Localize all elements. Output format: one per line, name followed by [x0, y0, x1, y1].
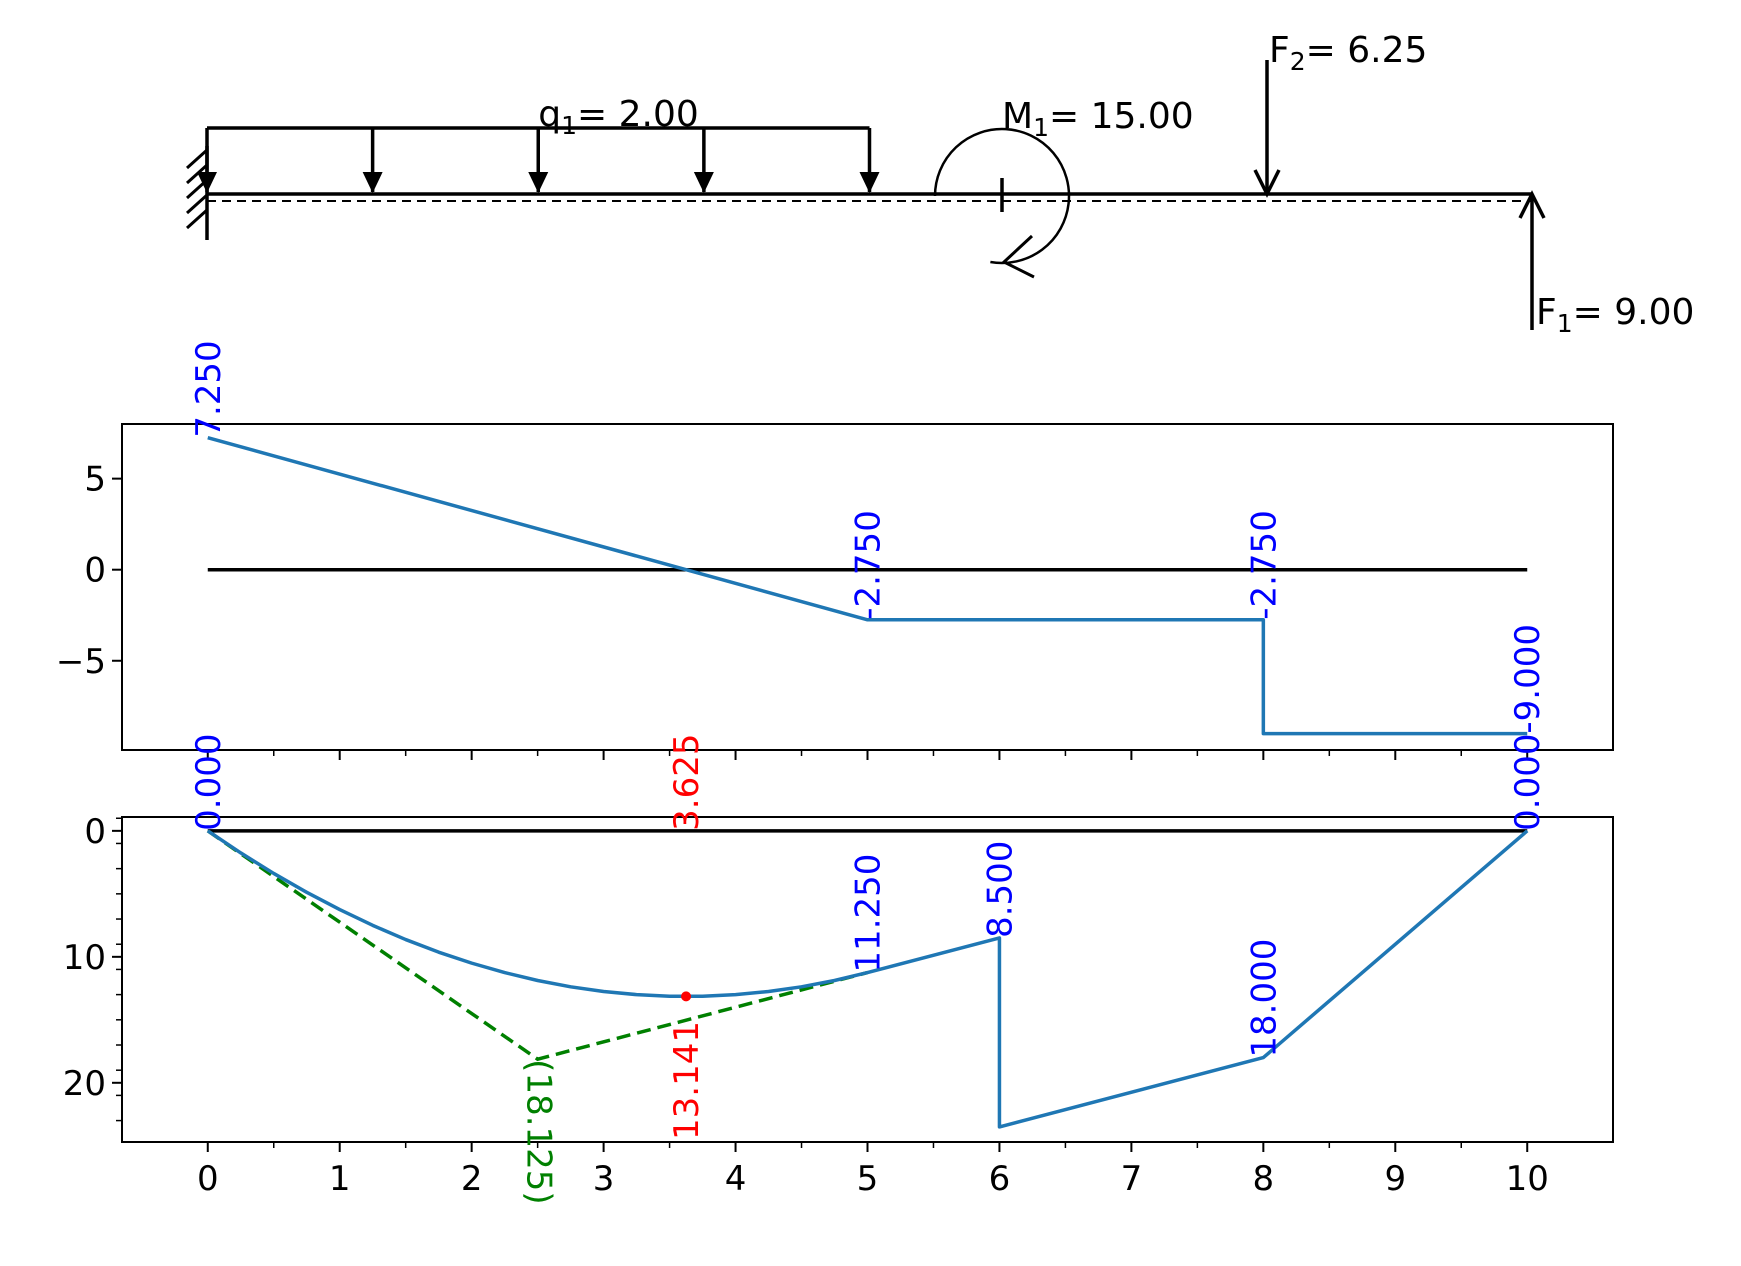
moment-label: M1= 15.00 [1002, 96, 1194, 142]
load-subscript: 1 [561, 111, 577, 140]
point-load-arrowhead [1518, 190, 1546, 219]
load-value: = 2.00 [577, 94, 699, 135]
point-load-label: F1= 9.00 [1536, 292, 1694, 338]
load-symbol: q [538, 94, 561, 135]
value-label: 13.141 [667, 1021, 707, 1140]
support-hatch [185, 148, 209, 170]
moment-subscript: 1 [1033, 113, 1049, 142]
value-label: 8.500 [980, 841, 1020, 938]
value-label: 0.000 [189, 734, 229, 831]
x-tick-label: 3 [593, 1159, 615, 1199]
value-label: 18.000 [1244, 939, 1284, 1058]
force-subscript: 1 [1557, 309, 1573, 338]
y-tick-label: 0 [84, 812, 106, 852]
x-tick-label: 10 [1506, 1159, 1549, 1199]
y-tick-label: 5 [84, 460, 106, 500]
x-tick-label: 6 [989, 1159, 1011, 1199]
value-label: -9.000 [1508, 624, 1548, 734]
distributed-load-arrowhead [859, 172, 880, 193]
value-label: 3.625 [667, 734, 707, 831]
support-hatch [185, 163, 209, 185]
x-tick-label: 8 [1253, 1159, 1275, 1199]
value-label: 7.250 [189, 340, 229, 437]
x-tick-label: 4 [725, 1159, 747, 1199]
distributed-load-label: q1= 2.00 [538, 94, 699, 140]
y-tick-label: 20 [63, 1064, 106, 1104]
value-label: 11.250 [849, 854, 889, 973]
extremum-marker [681, 991, 692, 1002]
force-subscript: 2 [1290, 47, 1306, 76]
moment-arc [933, 127, 1071, 265]
x-tick-label: 7 [1121, 1159, 1143, 1199]
x-tick-label: 0 [197, 1159, 219, 1199]
moment-arrowhead [1001, 234, 1035, 279]
distributed-load-arrowhead [197, 172, 217, 193]
value-label: -2.750 [1244, 510, 1284, 620]
value-label: (18.125) [519, 1059, 559, 1205]
force-symbol: F [1536, 292, 1557, 333]
x-tick-label: 9 [1384, 1159, 1406, 1199]
x-tick-label: 5 [857, 1159, 879, 1199]
y-tick-label: 0 [84, 551, 106, 591]
distributed-load-arrowhead [362, 172, 383, 193]
point-load-label: F2= 6.25 [1269, 30, 1427, 76]
x-tick-label: 1 [329, 1159, 351, 1199]
moment-symbol: M [1002, 96, 1033, 137]
y-tick-label: −5 [56, 642, 106, 682]
distributed-load-arrowhead [528, 172, 549, 193]
force-value: = 6.25 [1306, 30, 1428, 71]
dashed-construction-line [206, 829, 868, 1062]
value-label: -2.750 [849, 510, 889, 620]
value-label: 0.000 [1508, 734, 1548, 831]
moment-value: = 15.00 [1049, 96, 1194, 137]
bending-moment-chart: 0 10 20 0 1 2 3 4 5 6 7 8 9 10 0.000 11.250 8.500 18.000 0… [63, 734, 1614, 1205]
support-hatch [185, 208, 209, 230]
distributed-load-arrowhead [693, 172, 714, 193]
point-load-arrowhead [1253, 169, 1281, 198]
force-symbol: F [1269, 30, 1290, 71]
support-hatch [185, 193, 209, 215]
shear-force-chart: 5 0 −5 7.250 -2.750 -2.750 -9.000 [56, 340, 1614, 760]
data-line [207, 435, 1528, 736]
x-tick-label: 2 [461, 1159, 483, 1199]
y-tick-label: 10 [63, 938, 106, 978]
force-value: = 9.00 [1573, 292, 1695, 333]
data-line [206, 829, 1529, 1129]
